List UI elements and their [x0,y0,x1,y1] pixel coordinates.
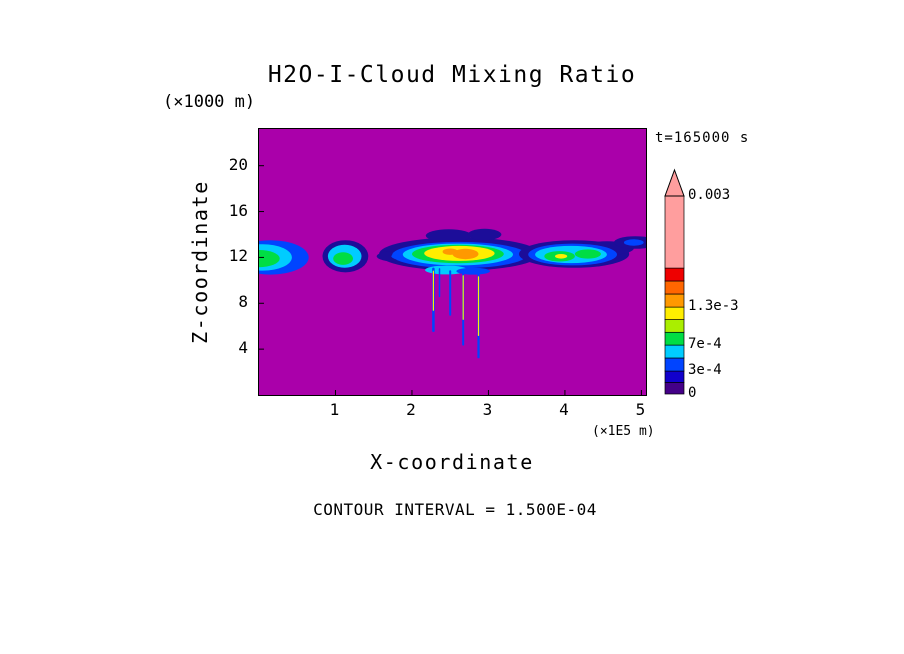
colorbar-tick-label: 0.003 [688,187,731,203]
y-tick-label: 12 [228,246,248,266]
colorbar-tick-label: 7e-4 [688,336,722,353]
colorbar-tick-label: 1.3e-3 [688,298,739,315]
colorbar-tick-label: 0 [688,385,697,401]
x-tick-label: 4 [559,400,569,419]
y-tick-label: 20 [228,154,248,174]
y-axis-unit-label: (×1000 m) [163,92,256,112]
x-tick-label: 1 [329,400,340,419]
x-tick-label: 3 [482,400,493,419]
colorbar-tick-label: 3e-4 [688,362,722,379]
contour-plot-area [258,128,647,396]
x-axis-label: X-coordinate [370,450,534,474]
colorbar [664,168,685,395]
contour-field [259,129,646,395]
y-tick-label: 4 [238,338,248,358]
y-tick-label: 8 [238,292,248,312]
x-axis-unit-label: (×1E5 m) [592,424,655,439]
x-tick-label: 2 [406,400,416,419]
y-tick-label: 16 [228,200,248,220]
contour-interval-note: CONTOUR INTERVAL = 1.500E-04 [313,500,597,519]
time-annotation: t=165000 s [655,130,750,146]
x-tick-label: 5 [635,400,646,419]
chart-title: H2O-I-Cloud Mixing Ratio [267,62,637,88]
